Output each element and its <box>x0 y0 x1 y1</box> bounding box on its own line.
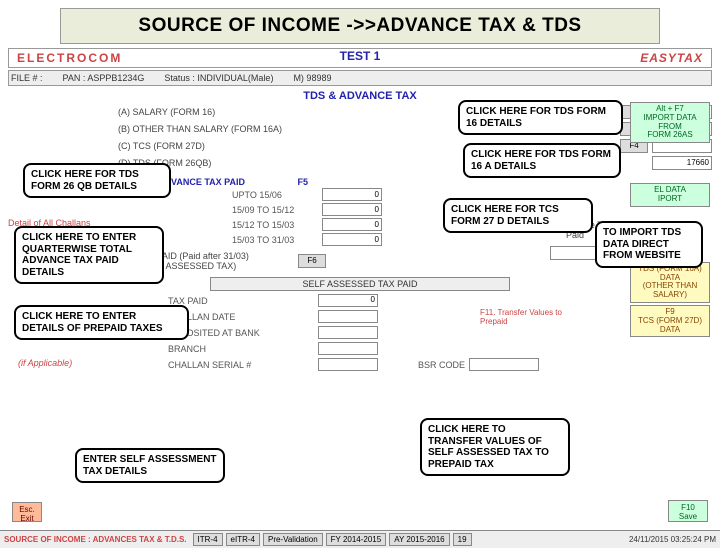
callout-transfer: CLICK HERE TO TRANSFER VALUES OF SELF AS… <box>420 418 570 476</box>
callout-form16: CLICK HERE FOR TDS FORM 16 DETAILS <box>458 100 623 135</box>
challan-value-4[interactable] <box>318 358 378 371</box>
challan-value-3[interactable] <box>318 342 378 355</box>
quarter-row-2: 15/09 TO 15/12 0 <box>8 202 712 217</box>
bsr-value[interactable] <box>469 358 539 371</box>
q4-value[interactable]: 0 <box>322 233 382 246</box>
page-title: SOURCE OF INCOME ->>ADVANCE TAX & TDS <box>67 15 653 37</box>
callout-prepaid: CLICK HERE TO ENTER DETAILS OF PREPAID T… <box>14 305 189 340</box>
q2-value[interactable]: 0 <box>322 203 382 216</box>
challan-label-3: BRANCH <box>168 344 318 354</box>
q1-date: UPTO 15/06 <box>232 190 322 200</box>
mobile-label: M) 98989 <box>293 73 331 83</box>
if-applicable-label: (if Applicable) <box>18 358 72 368</box>
challan-label-4: CHALLAN SERIAL # <box>168 360 318 370</box>
challan-label-2: DEPOSITED AT BANK <box>168 328 318 338</box>
file-number-label: FILE # : <box>11 73 43 83</box>
callout-form27d: CLICK HERE FOR TCS FORM 27 D DETAILS <box>443 198 593 233</box>
f6-button[interactable]: F6 <box>298 254 326 268</box>
sub-header: FILE # : PAN : ASPPB1234G Status : INDIV… <box>8 70 712 86</box>
callout-form16a: CLICK HERE FOR TDS FORM 16 A DETAILS <box>463 143 621 178</box>
app-title-center: TEST 1 <box>248 49 471 67</box>
challan-value-1[interactable] <box>318 310 378 323</box>
q4-date: 15/03 TO 31/03 <box>232 235 322 245</box>
callout-quarterwise: CLICK HERE TO ENTER QUARTERWISE TOTAL AD… <box>14 226 164 284</box>
q3-date: 15/12 TO 15/03 <box>232 220 322 230</box>
app-header: ELECTROCOM TEST 1 EASYTAX <box>8 48 712 68</box>
challan-value-0[interactable]: 0 <box>318 294 378 307</box>
q1-value[interactable]: 0 <box>322 188 382 201</box>
challan-branch: BRANCH <box>8 341 712 356</box>
import-26as-button[interactable]: Alt + F7 IMPORT DATA FROM FORM 26AS <box>630 102 710 143</box>
status-label: Status : INDIVIDUAL(Male) <box>164 73 273 83</box>
q2-date: 15/09 TO 15/12 <box>232 205 322 215</box>
callout-import-website: TO IMPORT TDS DATA DIRECT FROM WEBSITE <box>595 221 703 268</box>
challan-value-2[interactable] <box>318 326 378 339</box>
callout-form26qb: CLICK HERE FOR TDS FORM 26 QB DETAILS <box>23 163 171 198</box>
advance-tax-title-text: ADVANCE TAX PAID <box>158 177 245 187</box>
challan-section-title: SELF ASSESSED TAX PAID <box>210 277 510 291</box>
el-data-import-button[interactable]: EL DATA IPORT <box>630 183 710 207</box>
transfer-prepaid-link[interactable]: F11. Transfer Values to Prepaid <box>480 308 590 326</box>
f5-button[interactable]: F5 <box>298 177 309 187</box>
status-bar: SOURCE OF INCOME : ADVANCES TAX & T.D.S.… <box>0 530 720 548</box>
tds-16a-data-button[interactable]: TDS (FORM 16A) DATA (OTHER THAN SALARY) <box>630 262 710 303</box>
page-title-bar: SOURCE OF INCOME ->>ADVANCE TAX & TDS <box>60 8 660 44</box>
esc-exit-button[interactable]: Esc. Exit <box>12 502 42 522</box>
pan-label: PAN : ASPPB1234G <box>63 73 145 83</box>
challan-serial: CHALLAN SERIAL # BSR CODE <box>8 357 712 372</box>
bsr-label: BSR CODE <box>418 360 465 370</box>
challan-label-0: TAX PAID <box>168 296 318 306</box>
app-brand-left: ELECTROCOM <box>9 49 248 67</box>
challan-label-1: CHALLAN DATE <box>168 312 318 322</box>
q3-value[interactable]: 0 <box>322 218 382 231</box>
tcs-27d-data-button[interactable]: F9 TCS (FORM 27D) DATA <box>630 305 710 337</box>
callout-self-assessment: ENTER SELF ASSESSMENT TAX DETAILS <box>75 448 225 483</box>
app-brand-right: EASYTAX <box>472 49 711 67</box>
f10-save-button[interactable]: F10 Save <box>668 500 708 522</box>
